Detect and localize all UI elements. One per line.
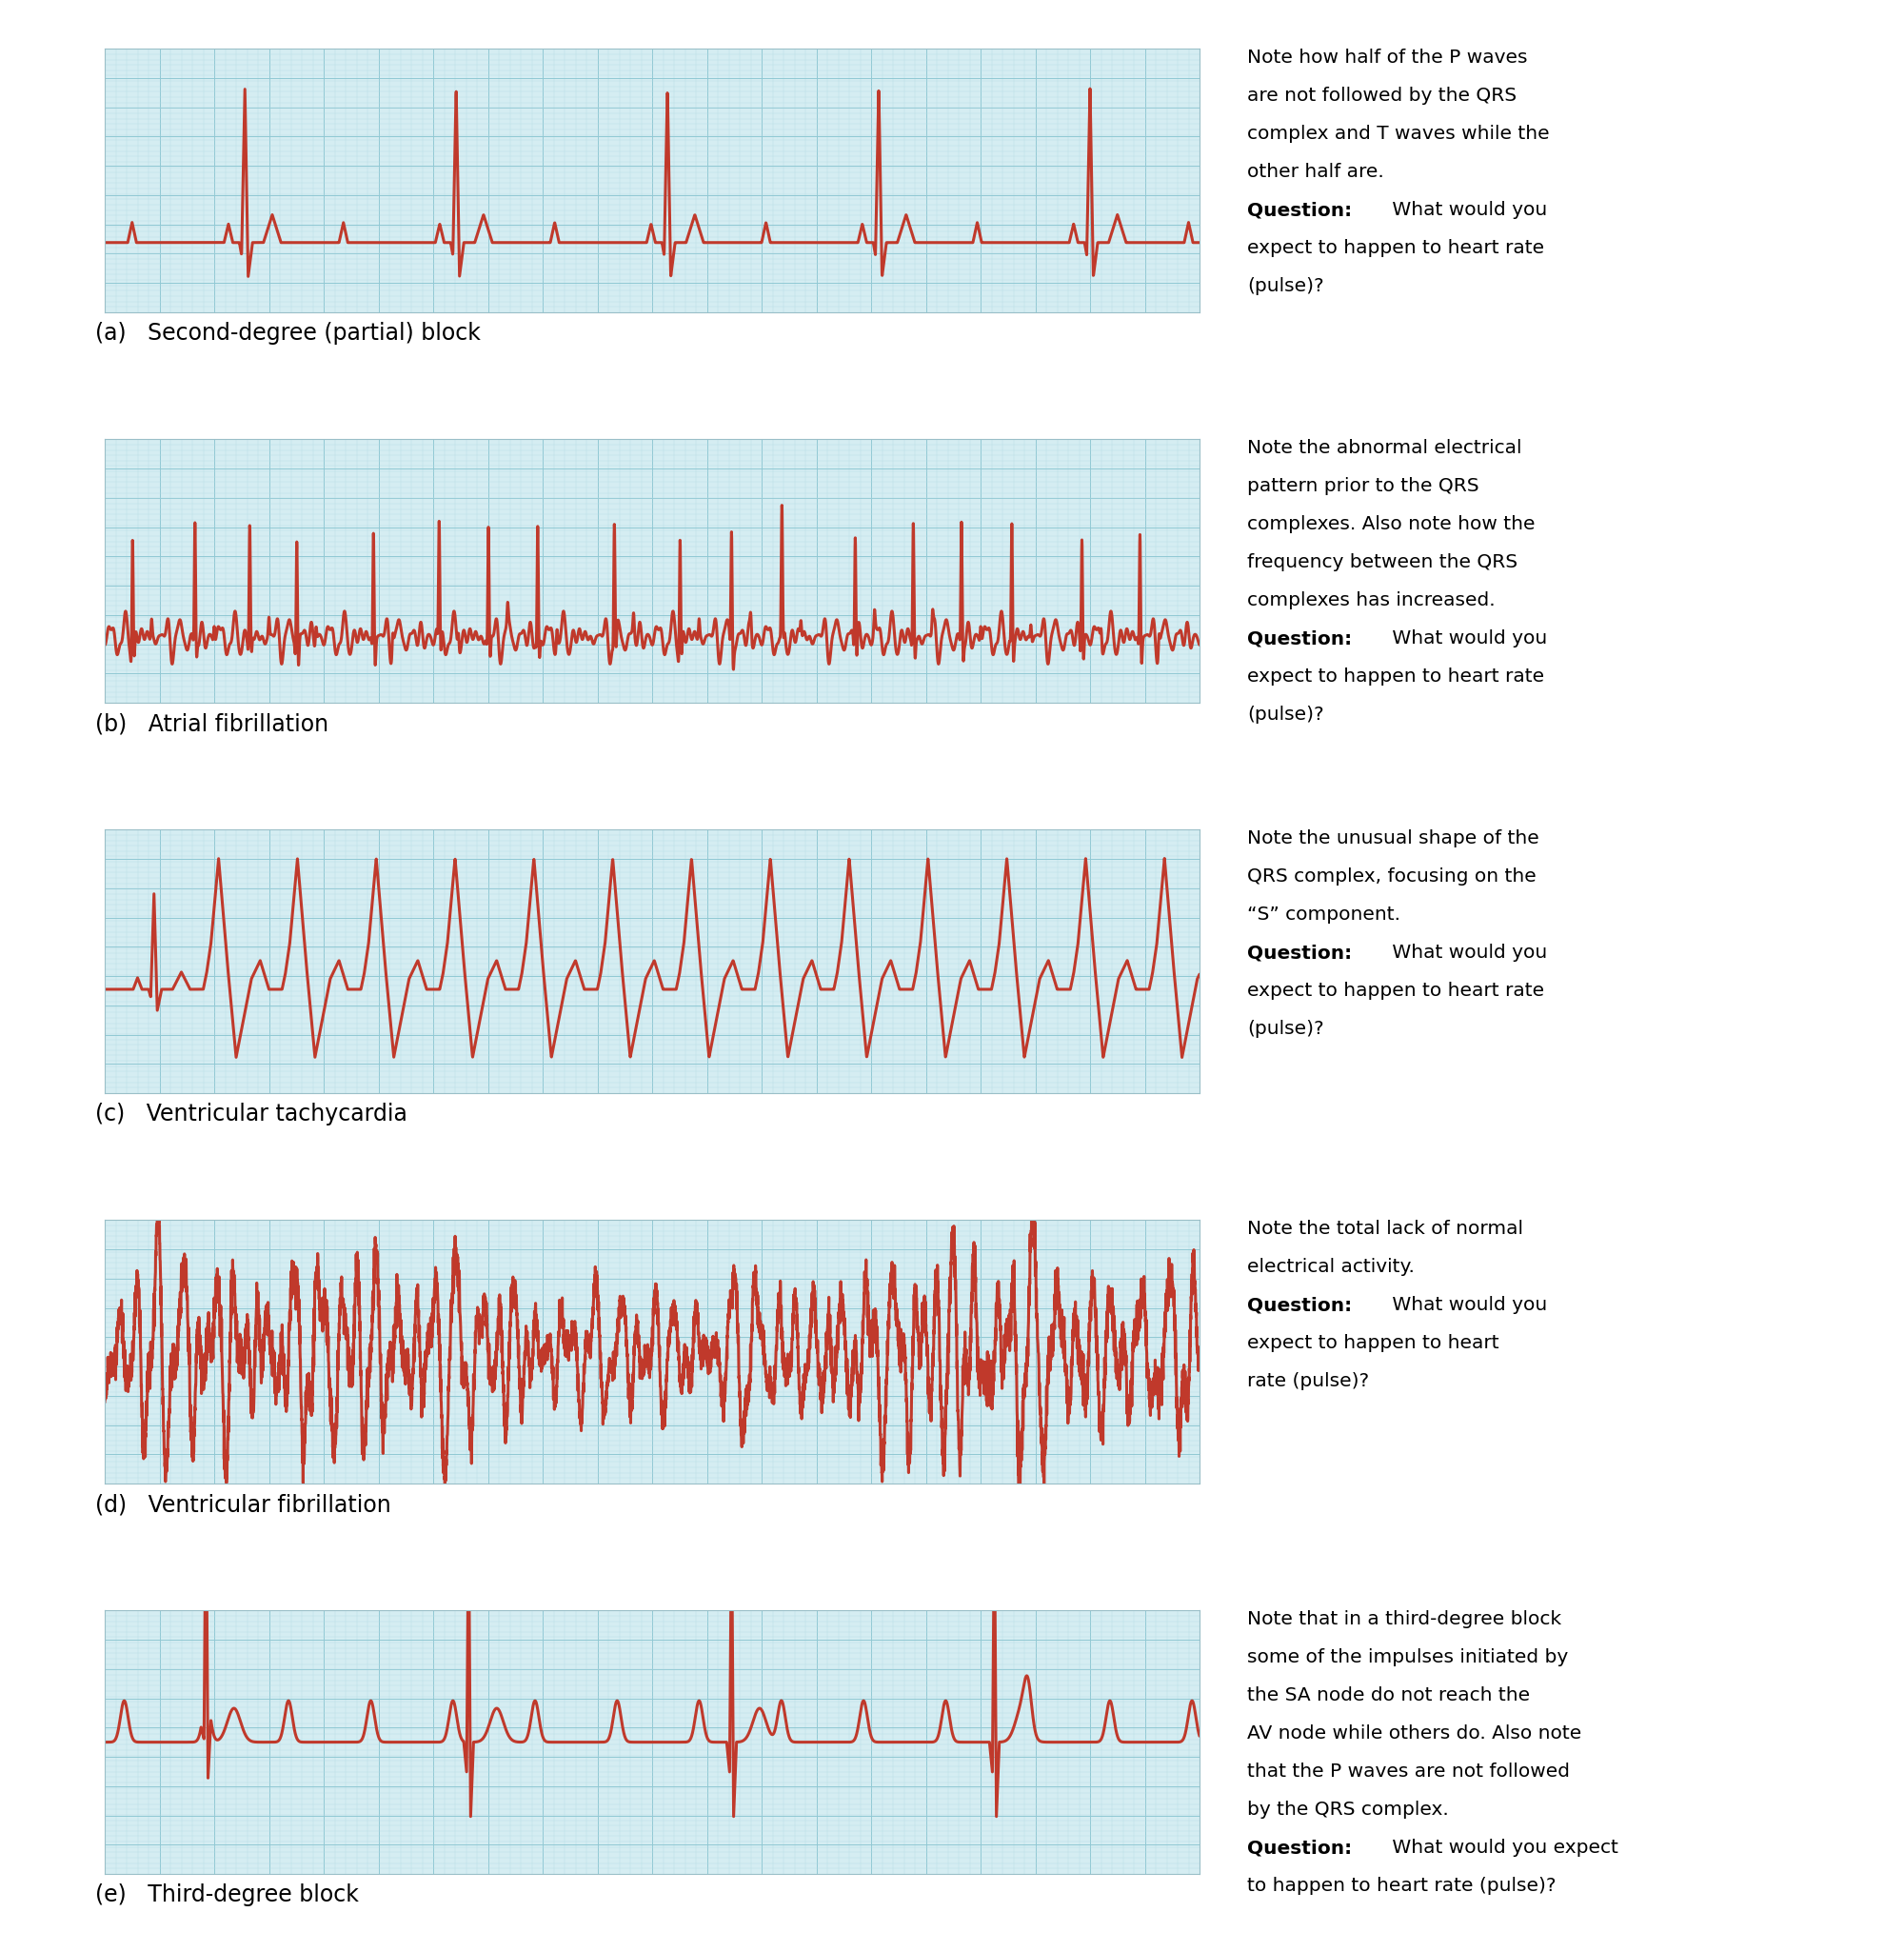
Text: (a)   Second-degree (partial) block: (a) Second-degree (partial) block <box>95 322 480 346</box>
Text: “S” component.: “S” component. <box>1247 906 1401 923</box>
Text: What would you: What would you <box>1386 943 1548 962</box>
Text: Note the abnormal electrical: Note the abnormal electrical <box>1247 439 1521 457</box>
Text: What would you: What would you <box>1386 201 1548 219</box>
Text: (b)   Atrial fibrillation: (b) Atrial fibrillation <box>95 712 329 736</box>
Text: QRS complex, focusing on the: QRS complex, focusing on the <box>1247 867 1537 886</box>
Text: to happen to heart rate (pulse)?: to happen to heart rate (pulse)? <box>1247 1876 1556 1895</box>
Text: Question:: Question: <box>1247 201 1352 219</box>
Text: (d)   Ventricular fibrillation: (d) Ventricular fibrillation <box>95 1493 390 1517</box>
Text: rate (pulse)?: rate (pulse)? <box>1247 1372 1369 1390</box>
Text: expect to happen to heart rate: expect to happen to heart rate <box>1247 982 1544 999</box>
Text: complexes has increased.: complexes has increased. <box>1247 591 1495 609</box>
Text: AV node while others do. Also note: AV node while others do. Also note <box>1247 1726 1582 1743</box>
Text: frequency between the QRS: frequency between the QRS <box>1247 552 1517 572</box>
Text: complex and T waves while the: complex and T waves while the <box>1247 125 1550 142</box>
Text: Question:: Question: <box>1247 1296 1352 1314</box>
Text: Question:: Question: <box>1247 943 1352 962</box>
Text: electrical activity.: electrical activity. <box>1247 1259 1415 1277</box>
Text: Note the unusual shape of the: Note the unusual shape of the <box>1247 830 1538 847</box>
Text: other half are.: other half are. <box>1247 162 1384 182</box>
Text: (e)   Third-degree block: (e) Third-degree block <box>95 1884 358 1907</box>
Text: are not followed by the QRS: are not followed by the QRS <box>1247 86 1517 105</box>
Text: Note the total lack of normal: Note the total lack of normal <box>1247 1220 1523 1238</box>
Text: Question:: Question: <box>1247 629 1352 648</box>
Text: the SA node do not reach the: the SA node do not reach the <box>1247 1687 1531 1704</box>
Text: by the QRS complex.: by the QRS complex. <box>1247 1800 1449 1819</box>
Text: that the P waves are not followed: that the P waves are not followed <box>1247 1763 1569 1780</box>
Text: complexes. Also note how the: complexes. Also note how the <box>1247 515 1535 533</box>
Text: some of the impulses initiated by: some of the impulses initiated by <box>1247 1647 1569 1667</box>
Text: expect to happen to heart: expect to happen to heart <box>1247 1335 1498 1353</box>
Text: expect to happen to heart rate: expect to happen to heart rate <box>1247 238 1544 258</box>
Text: (pulse)?: (pulse)? <box>1247 1019 1323 1038</box>
Text: What would you: What would you <box>1386 629 1548 648</box>
Text: pattern prior to the QRS: pattern prior to the QRS <box>1247 476 1479 496</box>
Text: expect to happen to heart rate: expect to happen to heart rate <box>1247 668 1544 685</box>
Text: (pulse)?: (pulse)? <box>1247 277 1323 295</box>
Text: What would you expect: What would you expect <box>1386 1839 1618 1856</box>
Text: What would you: What would you <box>1386 1296 1548 1314</box>
Text: (pulse)?: (pulse)? <box>1247 705 1323 724</box>
Text: (c)   Ventricular tachycardia: (c) Ventricular tachycardia <box>95 1103 407 1126</box>
Text: Note that in a third-degree block: Note that in a third-degree block <box>1247 1610 1561 1628</box>
Text: Question:: Question: <box>1247 1839 1352 1856</box>
Text: Note how half of the P waves: Note how half of the P waves <box>1247 49 1527 66</box>
